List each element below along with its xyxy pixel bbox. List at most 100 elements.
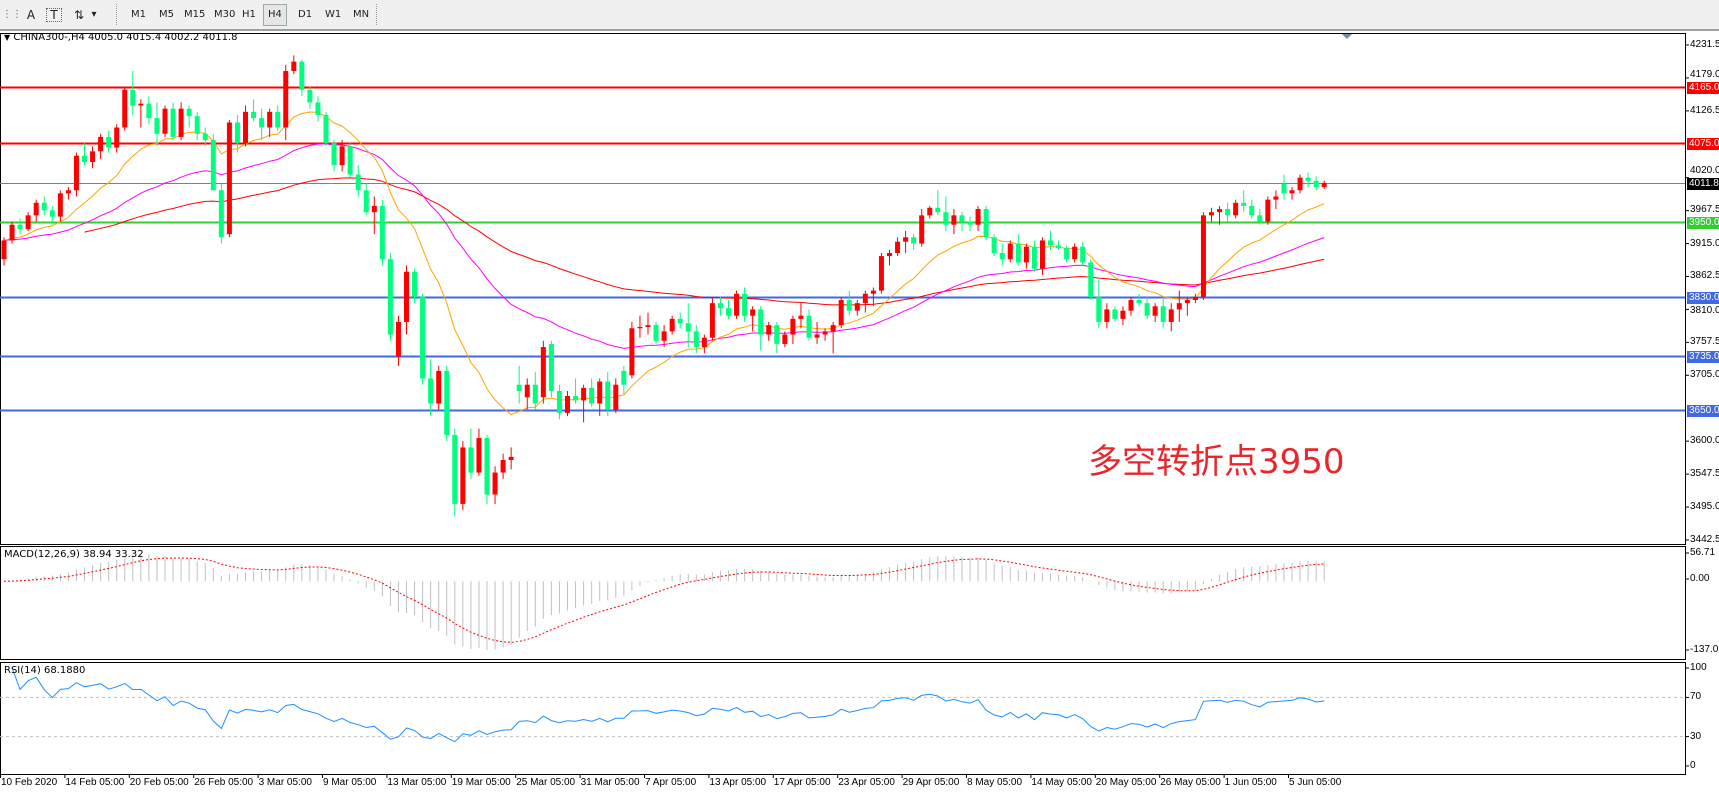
y-tick-label: 3967.5 <box>1690 203 1719 215</box>
candle-body <box>90 151 96 163</box>
candle-body <box>581 387 587 401</box>
timeframe-m15[interactable]: M15 <box>184 9 206 20</box>
candle-body <box>57 193 63 217</box>
candle-body <box>903 237 909 242</box>
candle <box>500 453 506 479</box>
candle <box>25 212 31 232</box>
candle-body <box>339 146 345 166</box>
candle <box>404 265 409 335</box>
candle-body <box>162 108 168 134</box>
toolbar-separator <box>376 4 379 25</box>
candle-body <box>1039 240 1045 269</box>
x-tick-label: 10 Feb 2020 <box>1 777 58 788</box>
collapse-icon[interactable]: ▼ <box>4 33 11 42</box>
x-tick-label: 9 Mar 05:00 <box>323 777 377 788</box>
candle-body <box>878 256 884 291</box>
timeframe-m5[interactable]: M5 <box>159 9 174 20</box>
candle <box>162 105 168 137</box>
rsi-pane-frame <box>0 662 1686 775</box>
arrows-icon[interactable]: ⇅ <box>73 8 85 22</box>
candle <box>581 384 587 423</box>
candle <box>677 312 683 329</box>
candle <box>919 209 925 247</box>
candle <box>1007 240 1013 263</box>
candle <box>556 384 562 420</box>
timeframe-d1[interactable]: D1 <box>298 9 313 20</box>
candle <box>838 296 844 329</box>
candle-body <box>709 303 715 338</box>
grid-icon[interactable]: ⋮⋮ <box>2 9 22 20</box>
macd-tick-label: 0.00 <box>1690 573 1710 584</box>
timeframe-m1[interactable]: M1 <box>131 9 146 20</box>
candle-body <box>919 215 925 244</box>
candle-body <box>275 111 281 128</box>
candle-body <box>291 61 297 72</box>
timeframe-w1[interactable]: W1 <box>325 9 342 20</box>
x-tick-label: 20 May 05:00 <box>1095 777 1157 788</box>
candle-body <box>1144 303 1150 316</box>
candle <box>597 378 603 417</box>
x-tick-label: 13 Mar 05:00 <box>387 777 447 788</box>
candle-body <box>412 271 418 297</box>
candle <box>243 105 248 147</box>
y-tick-label: 3600.0 <box>1690 435 1719 447</box>
candle-body <box>106 136 112 148</box>
y-tick-label: 4231.5 <box>1690 39 1719 50</box>
candle-body <box>500 459 506 473</box>
timeframe-h1[interactable]: H1 <box>242 9 256 20</box>
timeframe-m30[interactable]: M30 <box>214 9 236 20</box>
timeframe-mn[interactable]: MN <box>353 9 370 20</box>
candle <box>1297 174 1303 194</box>
candle-body <box>798 315 804 319</box>
candle-body <box>750 309 756 316</box>
candle-body <box>911 237 917 244</box>
y-tick-label: 4126.5 <box>1690 104 1719 116</box>
candle <box>1080 241 1086 266</box>
candle <box>589 378 595 407</box>
candle <box>709 296 715 341</box>
candle <box>1039 237 1045 275</box>
x-tick-label: 14 May 05:00 <box>1031 777 1092 788</box>
candle-body <box>1031 246 1037 269</box>
candle-body <box>862 293 868 304</box>
candle-body <box>814 334 820 338</box>
macd-tick-label: -137.01 <box>1690 644 1719 655</box>
toolbar-separator <box>116 4 119 25</box>
candle <box>1048 231 1053 250</box>
macd-signal-line <box>3 557 1325 643</box>
candle <box>774 321 780 354</box>
candle-body <box>782 334 788 344</box>
candle-body <box>774 325 780 344</box>
candle <box>790 315 796 344</box>
annotation-text: 多空转折点3950 <box>1088 442 1345 482</box>
candle <box>90 146 96 169</box>
candle-body <box>1241 202 1247 206</box>
candle-body <box>532 384 538 404</box>
y-tick-label: 3705.0 <box>1690 369 1719 381</box>
candle <box>951 209 957 235</box>
candle-body <box>82 155 87 163</box>
dropdown-icon[interactable]: ▾ <box>91 9 97 20</box>
candle <box>412 268 418 304</box>
rsi-label: RSI(14) 68.1880 <box>4 665 86 676</box>
candle-body <box>484 438 490 495</box>
candle-body <box>428 378 434 404</box>
candle-body <box>830 325 836 332</box>
text-icon[interactable]: A <box>26 8 36 22</box>
candle-body <box>1120 310 1126 319</box>
text-label-icon[interactable]: T <box>46 8 62 22</box>
candle-body <box>895 241 901 253</box>
candle <box>218 183 224 244</box>
candle <box>975 205 981 232</box>
candle <box>41 196 47 216</box>
candle <box>1168 303 1174 332</box>
timeframe-h4[interactable]: H4 <box>263 4 287 26</box>
candle-body <box>1217 209 1223 213</box>
level-price-box: 3650.0 <box>1687 404 1719 417</box>
candle <box>637 315 643 338</box>
candle <box>927 205 933 219</box>
candle <box>331 140 337 172</box>
candle-body <box>73 155 79 191</box>
candle-body <box>935 207 941 213</box>
